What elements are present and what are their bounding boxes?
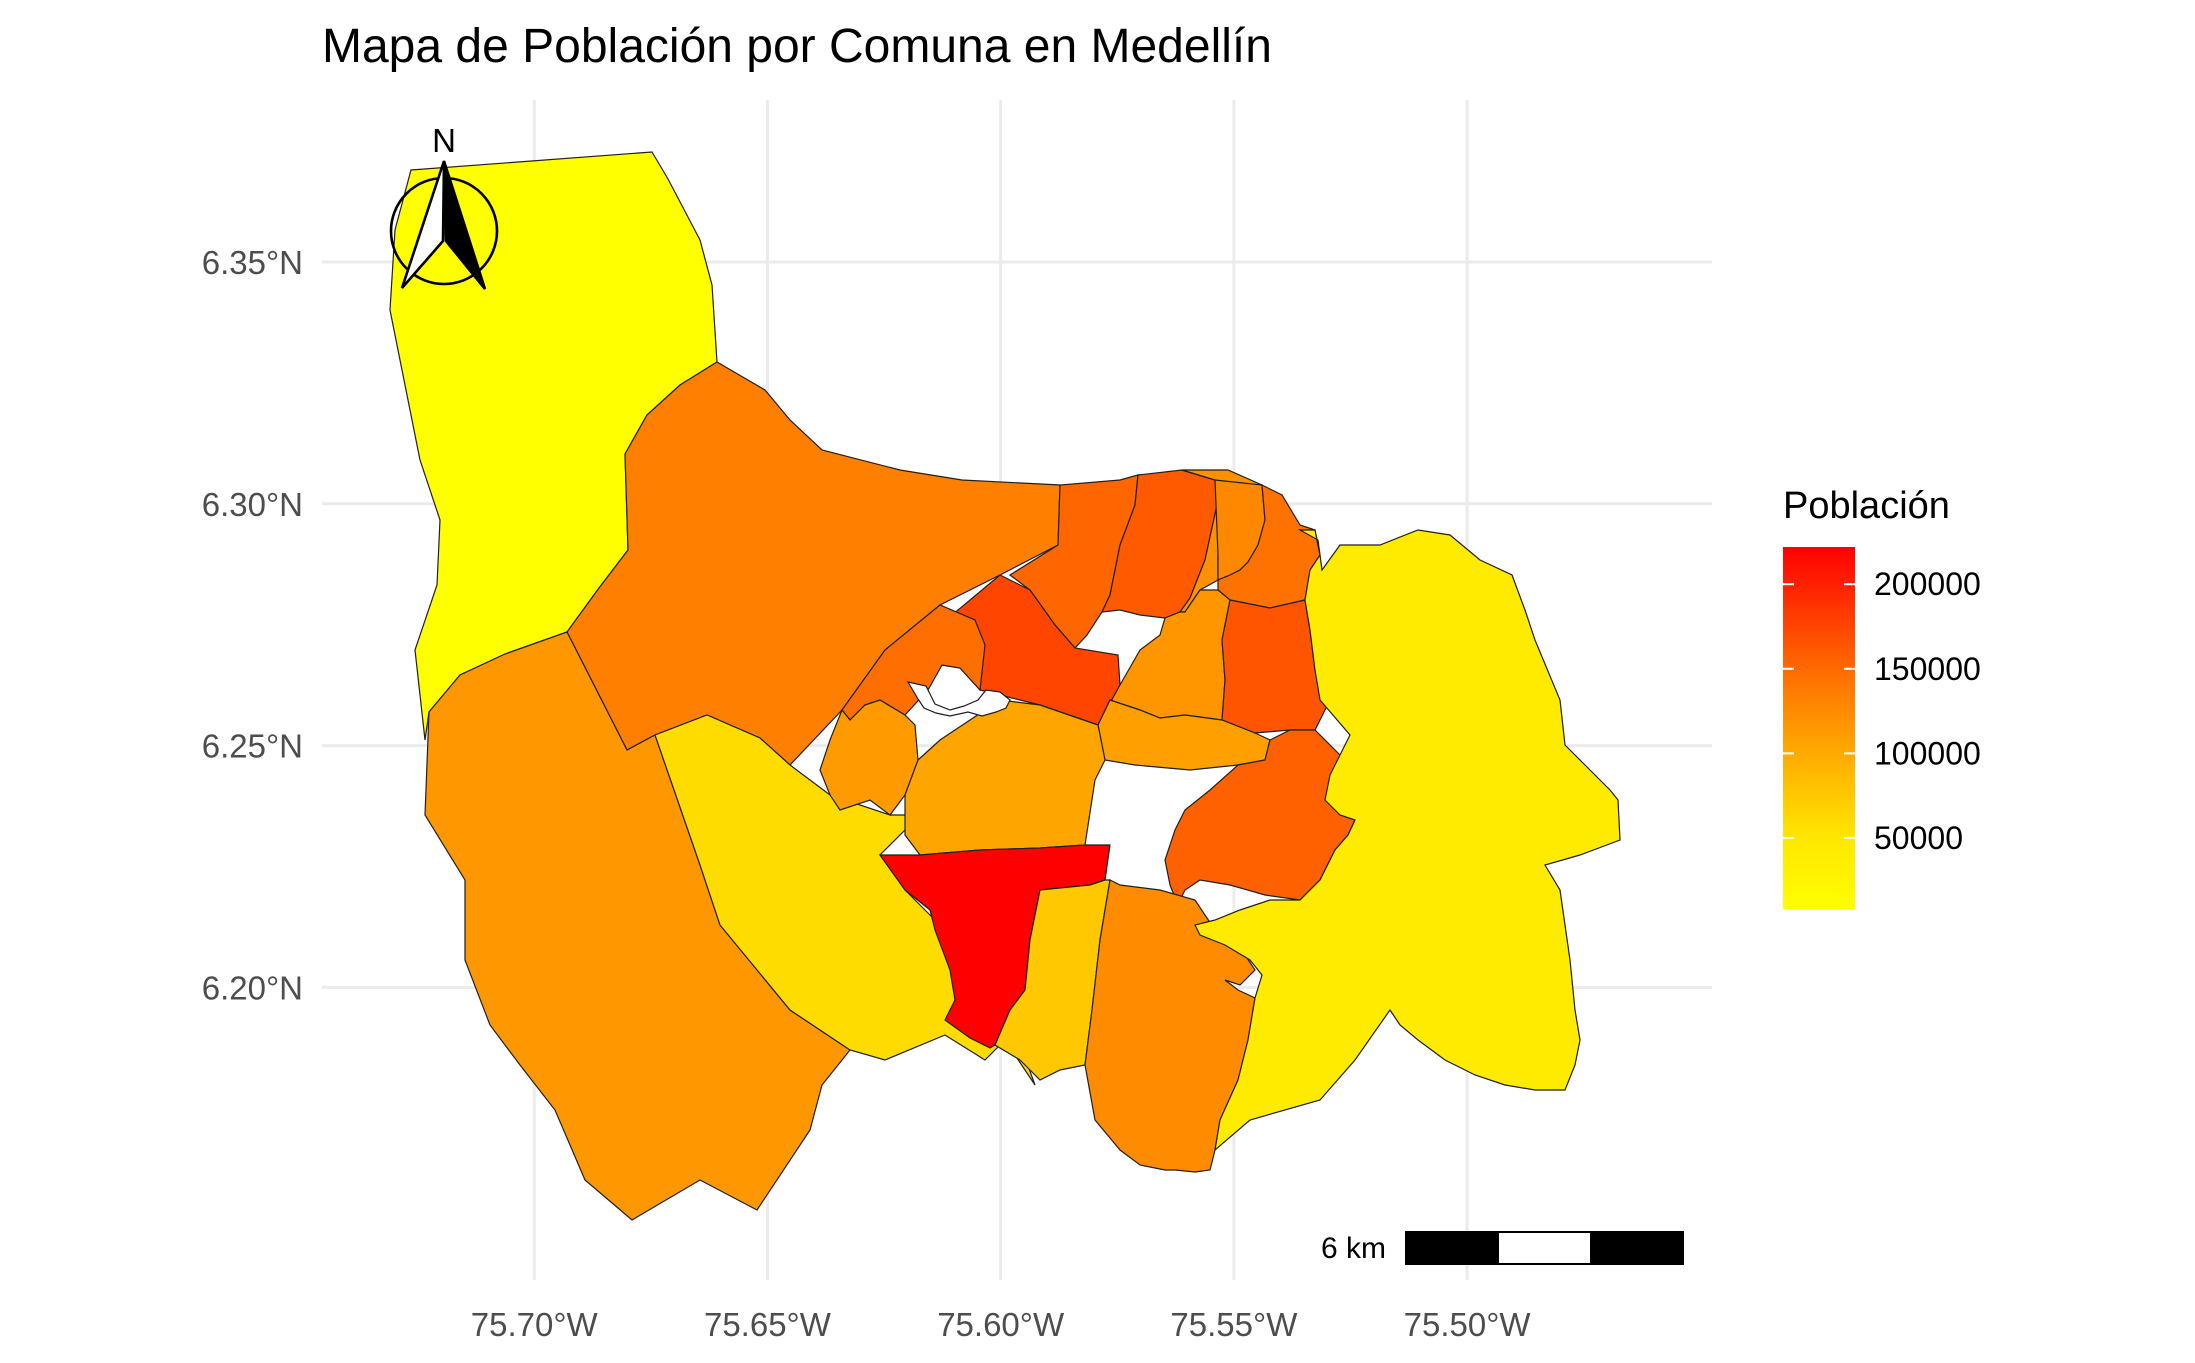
north-arrow: N xyxy=(389,122,499,290)
comuna-regions xyxy=(389,151,1621,1221)
map-title: Mapa de Población por Comuna en Medellín xyxy=(322,20,1272,73)
legend-tick-label: 200000 xyxy=(1874,566,1981,602)
x-tick-label: 75.55°W xyxy=(1170,1306,1298,1343)
region-19 xyxy=(994,879,1111,1081)
y-tick-label: 6.20°N xyxy=(202,969,303,1006)
legend-tick-label: 50000 xyxy=(1874,820,1963,856)
legend-ticks: 200000 150000 100000 50000 xyxy=(1783,566,1981,856)
scale-bar: 6 km xyxy=(1321,1231,1684,1265)
scale-bar-segment-3 xyxy=(1590,1231,1684,1265)
y-tick-label: 6.25°N xyxy=(202,728,303,765)
legend-title: Población xyxy=(1783,485,1950,527)
x-tick-label: 75.65°W xyxy=(704,1306,832,1343)
axes: 75.70°W 75.65°W 75.60°W 75.55°W 75.50°W 6.35°… xyxy=(202,244,1532,1343)
x-tick-label: 75.60°W xyxy=(937,1306,1065,1343)
legend-tick-label: 100000 xyxy=(1874,735,1981,771)
north-arrow-right-half xyxy=(442,160,487,290)
white-holes xyxy=(906,681,1011,717)
region-17 xyxy=(1164,729,1361,946)
region-2 xyxy=(566,361,1061,766)
region-15 xyxy=(1097,699,1271,771)
y-tick-label: 6.35°N xyxy=(202,244,303,281)
scale-bar-segment-1 xyxy=(1405,1231,1499,1265)
scale-bar-label: 6 km xyxy=(1321,1232,1386,1265)
legend: Población 200000 150000 100000 50000 xyxy=(1783,485,1981,909)
x-tick-label: 75.70°W xyxy=(471,1306,599,1343)
north-arrow-left-half xyxy=(400,160,446,289)
legend-tick-label: 150000 xyxy=(1874,651,1981,687)
legend-colorbar xyxy=(1783,547,1855,909)
white-hole xyxy=(906,681,1011,717)
x-tick-label: 75.50°W xyxy=(1404,1306,1532,1343)
scale-bar-frame xyxy=(1405,1231,1684,1265)
north-arrow-label: N xyxy=(432,122,456,159)
y-tick-label: 6.30°N xyxy=(202,486,303,523)
region-21 xyxy=(1194,529,1621,1152)
scale-bar-segment-2 xyxy=(1497,1231,1592,1265)
